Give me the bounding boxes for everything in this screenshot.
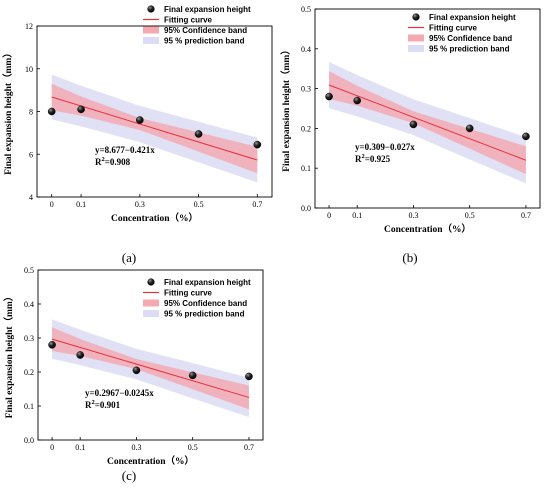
- y-tick-label: 0.2: [301, 124, 311, 133]
- x-tick-label: 0.5: [188, 443, 198, 452]
- y-tick-label: 0.3: [301, 85, 311, 94]
- data-point: [325, 92, 333, 101]
- data-point: [188, 371, 197, 380]
- y-tick-label: 0.0: [24, 436, 34, 445]
- legend-prediction-swatch: [143, 310, 159, 317]
- data-point: [194, 130, 203, 138]
- y-tick-label: 0.4: [24, 300, 34, 309]
- plot-frame: [37, 269, 264, 441]
- data-point: [76, 351, 84, 359]
- x-tick-label: 0.7: [252, 200, 262, 209]
- legend-entry: Fitting curve: [164, 289, 213, 298]
- y-tick-label: 6: [29, 150, 33, 159]
- data-point: [77, 105, 85, 114]
- y-tick-label: 0.4: [301, 45, 311, 54]
- y-tick-label: 0.1: [301, 164, 311, 173]
- data-point: [353, 96, 361, 105]
- fitting-curve: [51, 338, 250, 398]
- data-point: [47, 107, 56, 116]
- r-squared: R2=0.925: [355, 153, 391, 164]
- x-tick-label: 0: [327, 211, 331, 220]
- legend-point-marker: [147, 5, 155, 13]
- data-point: [132, 366, 141, 375]
- fit-equation: y=8.677−0.421x: [95, 145, 155, 155]
- legend-entry: Fitting curve: [429, 24, 478, 33]
- legend-entry: Final expansion height: [164, 5, 251, 14]
- x-tick-label: 0: [50, 443, 54, 452]
- r-squared: R2=0.908: [95, 156, 131, 167]
- chart-panel-2: 0 0.1 0.3 0.5 0.7 0.0 0.1 0.2 0.3 0.4 0.5 Concentra…: [280, 5, 541, 265]
- legend-entry: Final expansion height: [429, 13, 516, 22]
- data-point: [253, 140, 262, 149]
- panel-label: (b): [402, 250, 417, 265]
- y-tick-label: 0.1: [24, 402, 34, 411]
- y-tick-label: 0.5: [301, 5, 311, 14]
- legend-entry: 95% Confidence band: [164, 26, 247, 35]
- data-point: [136, 116, 144, 124]
- fitting-curve: [328, 84, 527, 161]
- legend-entry: 95 % prediction band: [429, 45, 510, 54]
- legend-point-marker: [147, 278, 155, 286]
- data-point: [522, 132, 530, 141]
- legend-entry: 95% Confidence band: [429, 34, 512, 43]
- fit-equation: y=0.2967−0.0245x: [85, 388, 154, 398]
- y-tick-label: 0.5: [24, 266, 34, 275]
- x-axis-label: Concentration（%）: [111, 212, 198, 224]
- y-axis-label: Final expansion height（mm）: [280, 45, 292, 172]
- fit-equation: y=0.309−0.027x: [355, 142, 415, 152]
- fitting-curve: [51, 96, 258, 161]
- legend-prediction-swatch: [143, 37, 159, 44]
- x-axis-label: Concentration（%）: [384, 223, 471, 235]
- x-tick-label: 0.1: [76, 200, 86, 209]
- legend-confidence-swatch: [143, 26, 159, 34]
- legend-entry: 95% Confidence band: [164, 299, 247, 308]
- r-squared: R2=0.901: [85, 399, 121, 410]
- chart-panel-1: 0 0.1 0.3 0.5 0.7 4 6 8 10 12 Concentration（%） Fina…: [2, 5, 273, 265]
- legend-prediction-swatch: [408, 45, 424, 52]
- y-tick-label: 0.0: [301, 204, 311, 213]
- panel-label: (a): [122, 250, 136, 265]
- plot-frame: [314, 8, 541, 209]
- legend-confidence-swatch: [143, 299, 159, 307]
- data-point: [465, 124, 474, 133]
- x-tick-label: 0.5: [194, 200, 204, 209]
- chart-panel-3: 0 0.1 0.3 0.5 0.7 0.0 0.1 0.2 0.3 0.4 0.5 Concentra…: [3, 266, 264, 483]
- x-tick-label: 0: [50, 200, 54, 209]
- data-point: [409, 120, 418, 129]
- y-tick-label: 4: [29, 193, 33, 202]
- y-axis-label: Final expansion height（mm）: [3, 292, 15, 419]
- legend-entry: 95 % prediction band: [164, 37, 245, 46]
- legend-entry: Fitting curve: [164, 16, 213, 25]
- x-tick-label: 0.3: [408, 211, 418, 220]
- data-point: [245, 372, 253, 381]
- y-tick-label: 10: [25, 65, 33, 74]
- legend-confidence-swatch: [408, 34, 424, 42]
- data-point: [48, 340, 56, 349]
- panel-label: (c): [122, 468, 136, 483]
- y-axis-label: Final expansion height（mm）: [2, 48, 14, 175]
- x-tick-label: 0.1: [75, 443, 85, 452]
- legend-point-marker: [412, 13, 420, 21]
- legend-entry: Final expansion height: [164, 278, 251, 287]
- y-tick-label: 12: [25, 22, 33, 31]
- x-tick-label: 0.7: [244, 443, 254, 452]
- y-tick-label: 0.3: [24, 334, 34, 343]
- y-tick-label: 8: [29, 108, 33, 117]
- x-tick-label: 0.5: [465, 211, 475, 220]
- x-tick-label: 0.3: [131, 443, 141, 452]
- x-tick-label: 0.1: [352, 211, 362, 220]
- x-tick-label: 0.7: [521, 211, 531, 220]
- x-tick-label: 0.3: [135, 200, 145, 209]
- y-tick-label: 0.2: [24, 368, 34, 377]
- x-axis-label: Concentration（%）: [107, 455, 194, 467]
- legend-entry: 95 % prediction band: [164, 310, 245, 319]
